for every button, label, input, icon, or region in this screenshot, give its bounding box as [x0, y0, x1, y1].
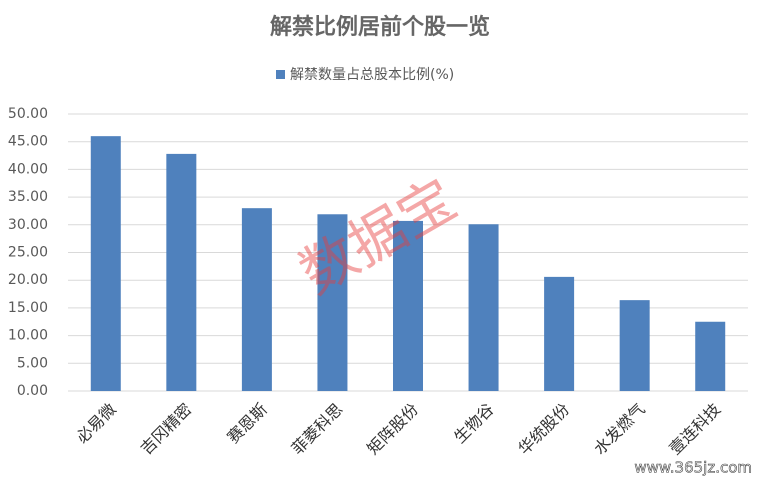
- watermark: 数据宝: [289, 167, 467, 307]
- bar: [695, 321, 726, 391]
- bar: [90, 136, 121, 391]
- x-tick-label: 赛恩斯: [224, 400, 271, 447]
- y-tick-label: 45.00: [8, 134, 48, 150]
- y-tick-label: 50.00: [8, 106, 48, 122]
- bar: [393, 220, 423, 391]
- y-tick-label: 15.00: [8, 300, 48, 316]
- x-tick-label: 生物谷: [450, 400, 497, 447]
- source-mark: www.365jz.com: [634, 459, 752, 477]
- x-tick-label: 壹连科技: [666, 400, 725, 459]
- bar: [468, 224, 499, 391]
- y-tick-label: 5.00: [17, 355, 48, 371]
- bar: [619, 300, 650, 391]
- x-tick-label: 水发燃气: [590, 400, 649, 459]
- x-tick-label: 必易微: [72, 400, 119, 447]
- y-tick-label: 40.00: [8, 161, 48, 177]
- bar: [166, 153, 197, 391]
- bar: [241, 208, 272, 391]
- y-tick-label: 0.00: [17, 383, 48, 399]
- y-tick-label: 25.00: [8, 245, 48, 261]
- x-tick-label: 吉冈精密: [137, 400, 196, 459]
- y-tick-label: 20.00: [8, 272, 48, 288]
- legend-swatch: [276, 70, 285, 79]
- bar: [317, 214, 348, 391]
- y-tick-label: 30.00: [8, 217, 48, 233]
- legend-label: 解禁数量占总股本比例(%): [290, 67, 454, 83]
- x-tick-label: 菲菱科思: [288, 400, 347, 459]
- chart-title: 解禁比例居前个股一览: [270, 14, 490, 40]
- bar: [544, 276, 575, 391]
- y-tick-label: 35.00: [8, 189, 48, 205]
- y-tick-label: 10.00: [8, 328, 48, 344]
- x-tick-label: 矩阵股份: [363, 400, 422, 459]
- x-tick-label: 华统股份: [514, 400, 573, 459]
